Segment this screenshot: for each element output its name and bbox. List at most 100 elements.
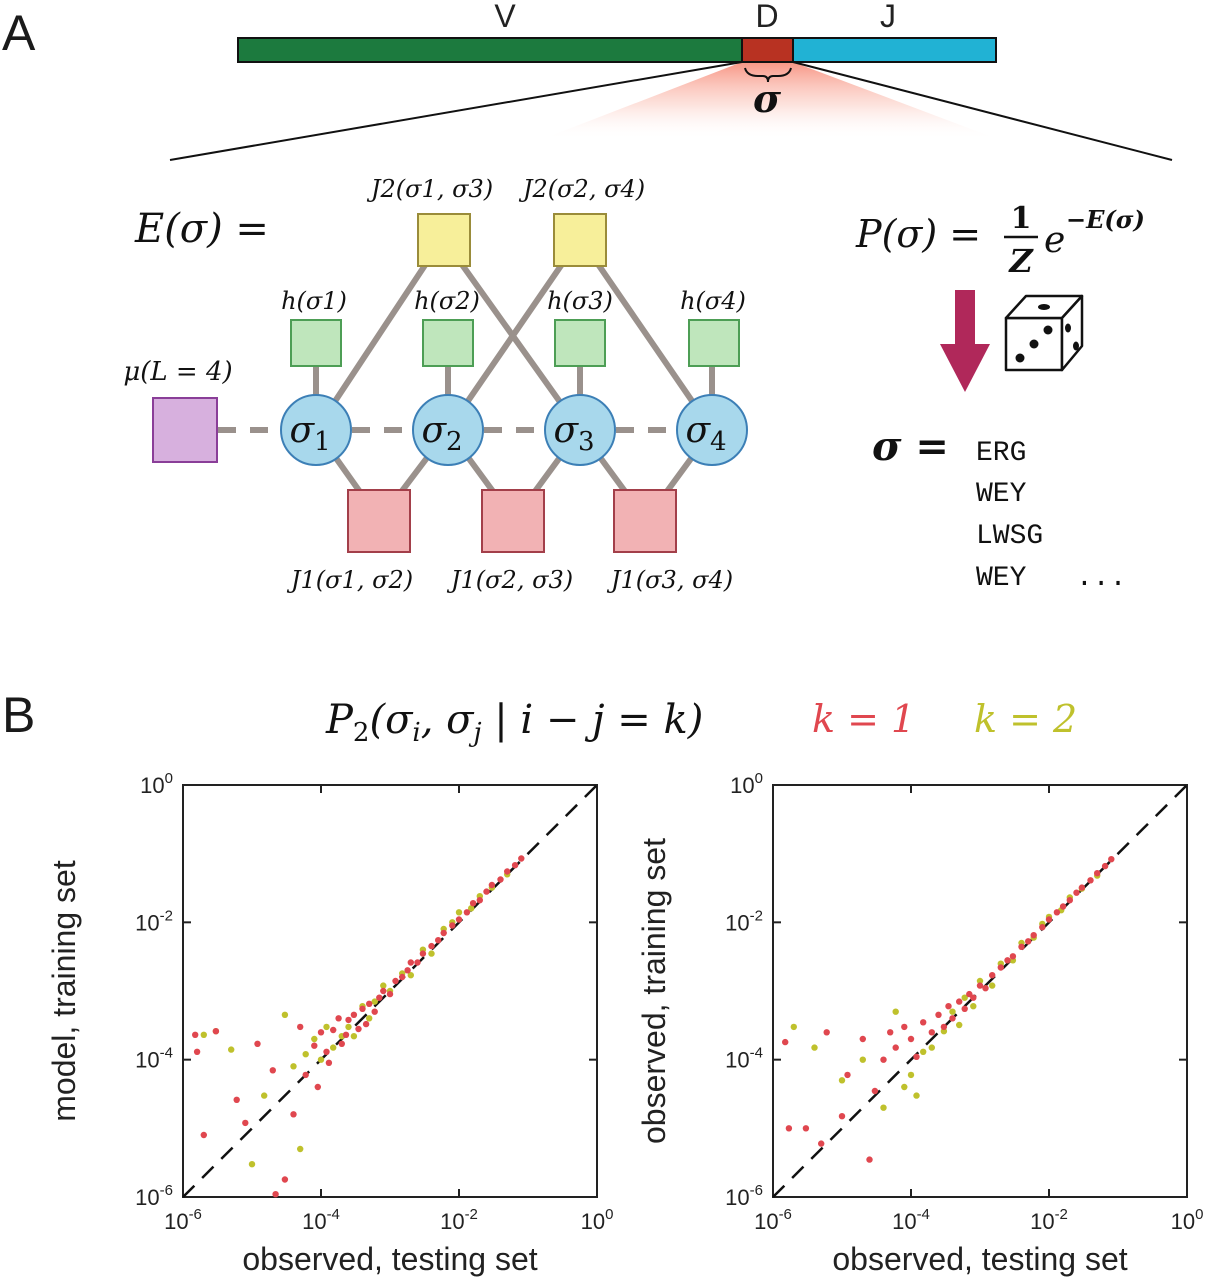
j2-factor-box-2 bbox=[553, 213, 607, 267]
zoom-fan bbox=[540, 62, 1000, 140]
y-tick-label: 100 bbox=[140, 770, 173, 798]
x-axis-label: observed, testing set bbox=[242, 1241, 537, 1277]
scatter-point bbox=[269, 1067, 276, 1074]
scatter-point bbox=[314, 1083, 321, 1091]
scatter-point bbox=[1025, 938, 1032, 945]
scatter-point bbox=[504, 868, 511, 875]
scatter-point bbox=[1066, 897, 1074, 904]
energy-label: E(σ) = bbox=[134, 206, 269, 252]
scatter-plot-left: 10-6 10-4 10-2 100 10-6 10-4 10-2 100 observed, … bbox=[46, 770, 613, 1277]
zoom-line-left bbox=[169, 61, 743, 161]
scatter-point bbox=[859, 1056, 866, 1063]
y-axis-label: observed, training set bbox=[636, 838, 672, 1144]
panel-a-label: A bbox=[2, 5, 36, 61]
sigma-node-3-circle bbox=[544, 394, 616, 466]
scatter-point bbox=[297, 1023, 304, 1031]
d-segment-brace bbox=[744, 67, 792, 83]
d-segment-bar bbox=[741, 37, 794, 63]
sigma-node-4-label: σ4 bbox=[685, 410, 726, 457]
scatter-point bbox=[1045, 916, 1053, 923]
sampling-arrow-head bbox=[940, 344, 990, 392]
y-tick-label: 10-2 bbox=[725, 907, 763, 935]
scatter-point bbox=[892, 1044, 899, 1051]
sigma-node-2: σ2 bbox=[412, 394, 484, 466]
scatter-point bbox=[350, 1033, 358, 1040]
scatter-point bbox=[200, 1131, 207, 1139]
scatter-point bbox=[935, 1011, 942, 1018]
scatter-point bbox=[311, 1042, 318, 1049]
j1-factor-box-3 bbox=[613, 489, 677, 553]
scatter-point bbox=[281, 1176, 289, 1183]
sample-1: ERG bbox=[976, 438, 1026, 469]
scatter-point bbox=[488, 881, 496, 889]
plot-frame bbox=[772, 784, 1188, 1198]
edge-s1-j2a bbox=[313, 235, 446, 433]
legend-k1: k = 1 bbox=[812, 697, 915, 741]
scatter-point bbox=[782, 1038, 789, 1046]
d-segment-label: D bbox=[755, 0, 778, 34]
brace-sigma-label: σ bbox=[753, 76, 782, 121]
x-tick-label: 10-4 bbox=[302, 1206, 340, 1234]
x-tick-label: 10-2 bbox=[1030, 1206, 1068, 1234]
scatter-point bbox=[323, 1048, 330, 1056]
scatter-point bbox=[392, 977, 399, 985]
scatter-point bbox=[838, 1077, 846, 1084]
scatter-point bbox=[192, 1031, 199, 1039]
scatter-point bbox=[1053, 909, 1061, 916]
scatter-point bbox=[483, 888, 490, 895]
scatter-point bbox=[200, 1031, 207, 1039]
x-tick-label: 100 bbox=[1171, 1206, 1204, 1234]
scatter-point bbox=[1073, 889, 1080, 896]
edge-j2b-s4 bbox=[577, 235, 715, 433]
scatter-point bbox=[913, 1053, 920, 1061]
scatter-point bbox=[242, 1119, 249, 1127]
scatter-point bbox=[355, 1025, 362, 1033]
scatter-point bbox=[997, 964, 1004, 971]
scatter-point bbox=[290, 1111, 297, 1118]
sigma-node-2-label: σ2 bbox=[421, 410, 462, 457]
scatter-point bbox=[428, 942, 435, 950]
scatter-point bbox=[838, 1113, 846, 1120]
y-axis-label: model, training set bbox=[46, 860, 82, 1122]
scatter-point bbox=[901, 1083, 908, 1091]
scatter-point bbox=[949, 1015, 956, 1022]
sample-3: LWSG bbox=[976, 521, 1043, 552]
scatter-point bbox=[335, 1015, 342, 1022]
h-factor-box-3 bbox=[554, 319, 606, 367]
panel-a: A V D J σ E(σ) = bbox=[2, 0, 1173, 594]
edge-s2-j2b bbox=[445, 235, 583, 433]
factor-graph-edges bbox=[313, 235, 715, 523]
x-tick-label: 10-4 bbox=[892, 1206, 930, 1234]
scatter-point bbox=[907, 1035, 915, 1043]
scatter-point bbox=[1009, 953, 1017, 960]
scatter-point bbox=[330, 1026, 337, 1034]
scatter-point bbox=[945, 1003, 952, 1010]
h-factor-label-2: h(σ2) bbox=[414, 287, 480, 315]
sigma-node-4-circle bbox=[676, 394, 748, 466]
scatter-point bbox=[449, 922, 456, 929]
x-axis-label: observed, testing set bbox=[832, 1241, 1127, 1277]
scatter-point bbox=[871, 1087, 879, 1095]
scatter-point bbox=[386, 990, 394, 998]
scatter-point bbox=[440, 929, 447, 937]
scatter-point bbox=[376, 994, 383, 1001]
y-tick-label: 10-6 bbox=[135, 1182, 173, 1210]
x-tick-label: 100 bbox=[581, 1206, 614, 1234]
j1-factor-box-2 bbox=[481, 489, 545, 553]
prob-denominator: Z bbox=[1007, 242, 1034, 280]
probability-formula: P(σ) = 1 Z e −E(σ) bbox=[855, 201, 1145, 280]
zoom-line-right bbox=[792, 61, 1173, 161]
prob-exp-base: e bbox=[1044, 220, 1065, 261]
scatter-point bbox=[399, 973, 406, 981]
sample-4: WEY bbox=[976, 563, 1027, 594]
scatter-point bbox=[330, 1044, 337, 1051]
scatter-point bbox=[982, 985, 989, 992]
scatter-point bbox=[325, 1059, 333, 1067]
scatter-point bbox=[901, 1023, 908, 1031]
scatter-point bbox=[435, 937, 442, 944]
scatter-point bbox=[323, 1023, 330, 1031]
scatter-point bbox=[317, 1029, 325, 1036]
scatter-point bbox=[380, 982, 387, 989]
h-factor-label-3: h(σ3) bbox=[547, 287, 613, 315]
